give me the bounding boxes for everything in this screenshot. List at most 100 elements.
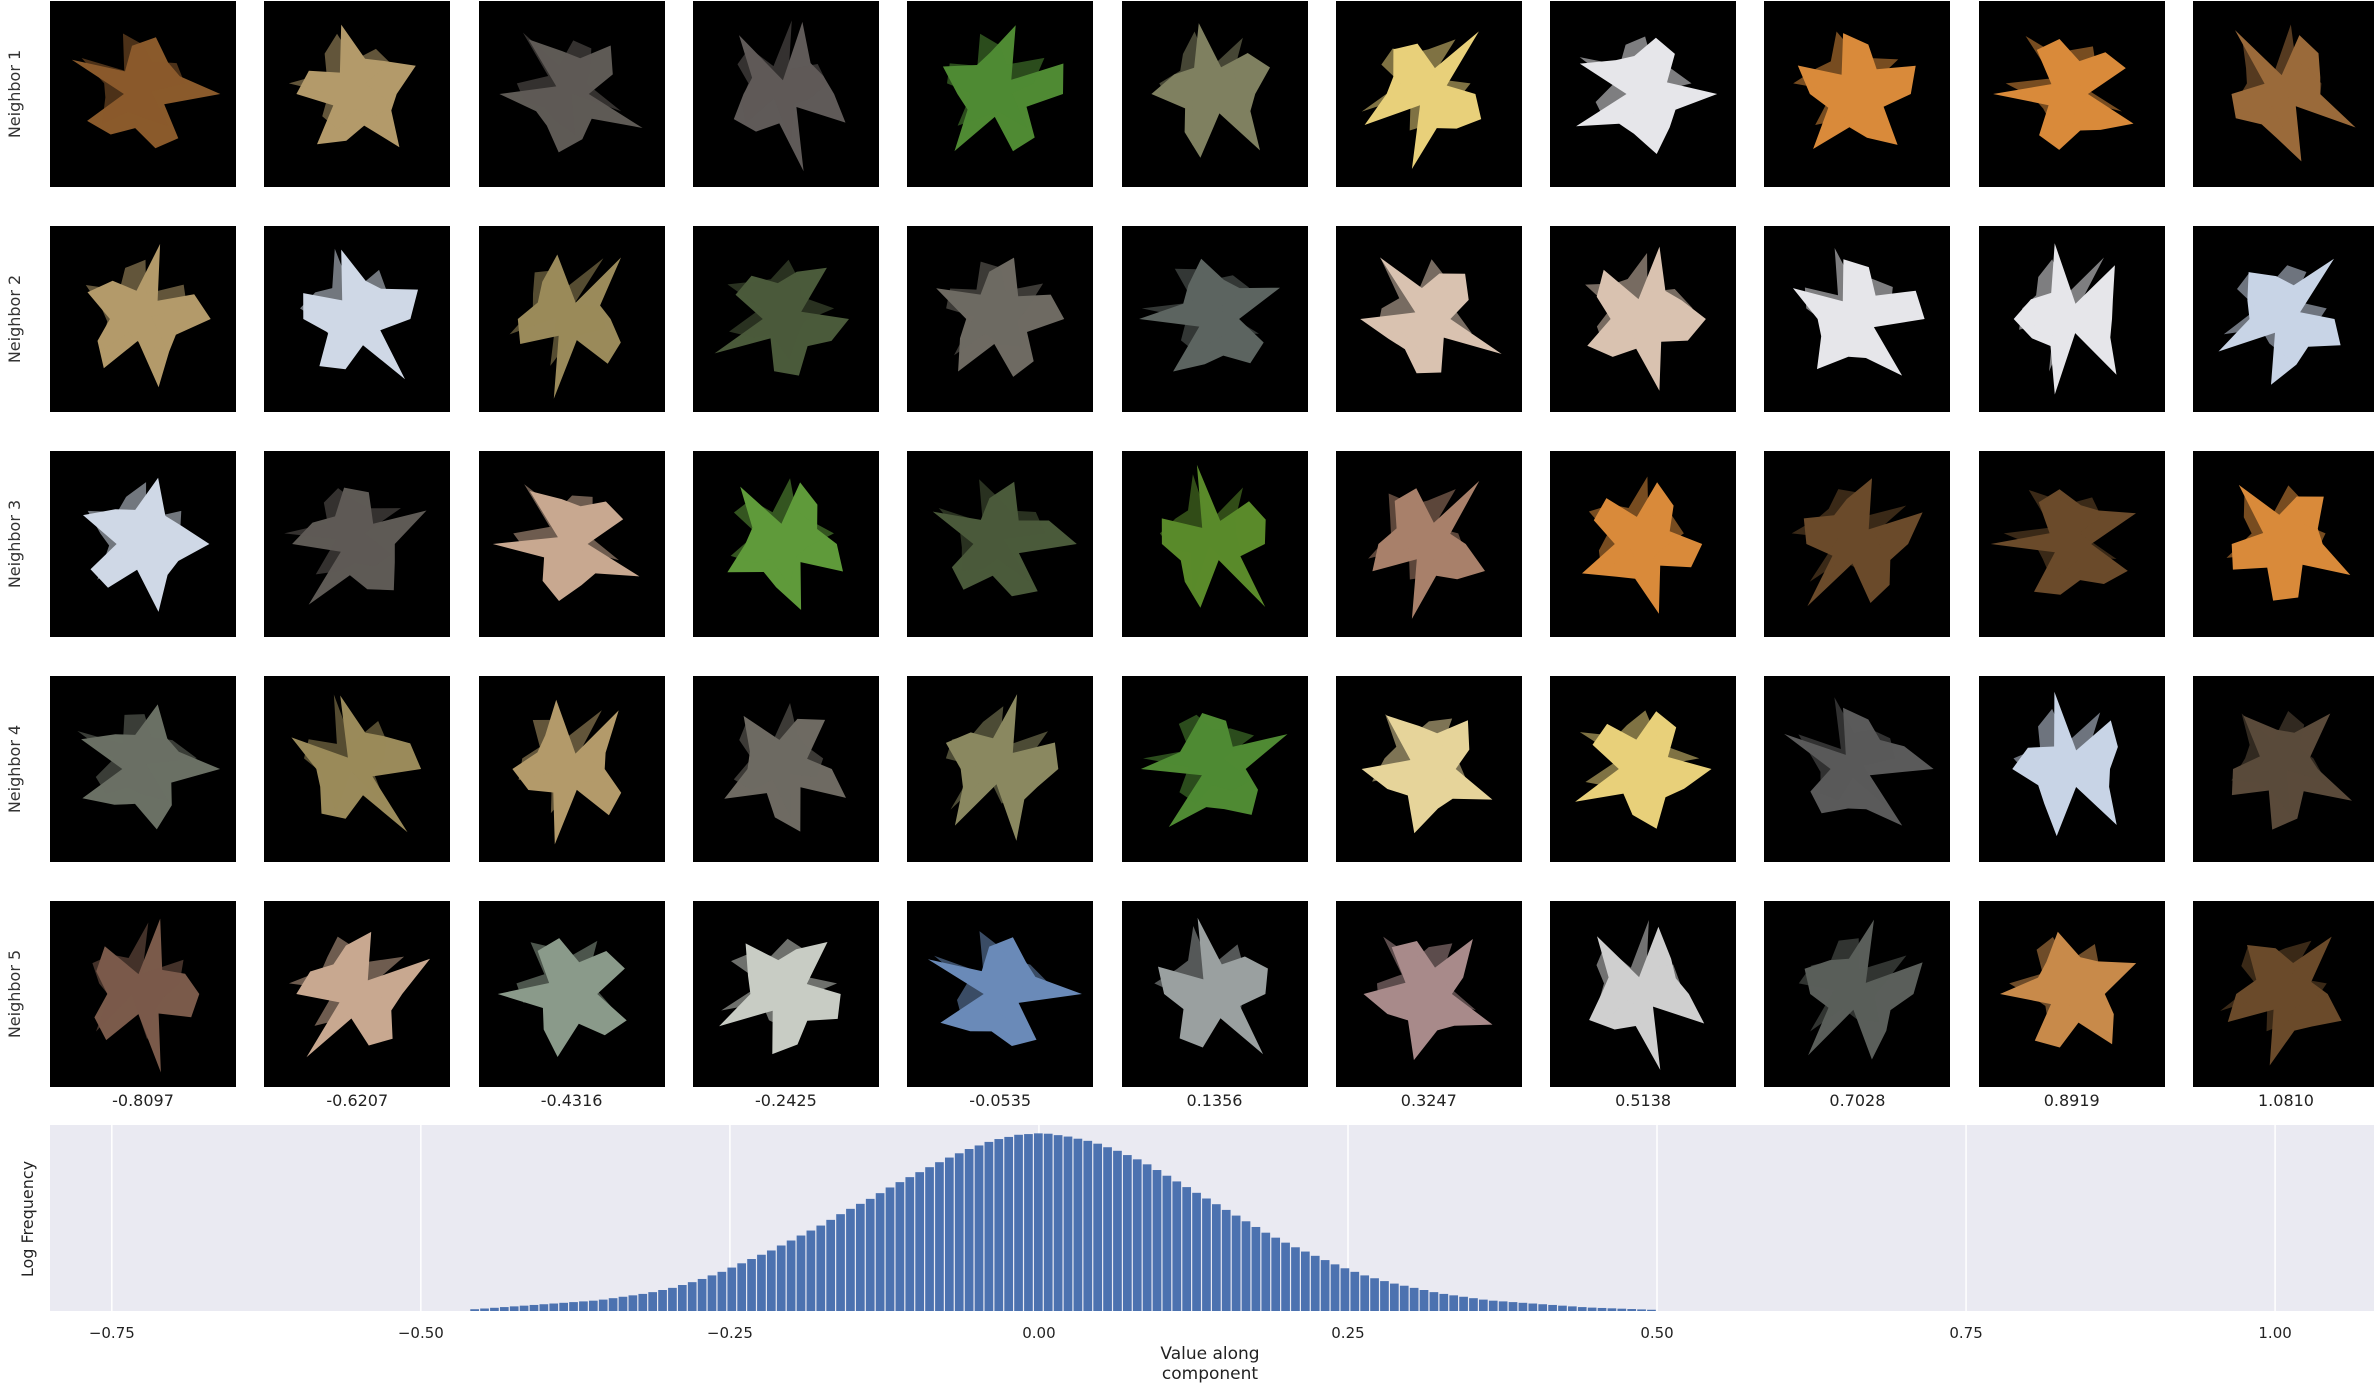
neighbor-image	[478, 226, 665, 412]
histogram-bar	[826, 1219, 835, 1311]
histogram-bar	[865, 1198, 875, 1311]
histogram-bar	[618, 1296, 628, 1311]
neighbor-image	[2193, 1, 2374, 187]
histogram-bar	[687, 1282, 697, 1311]
histogram-bar	[1587, 1307, 1597, 1311]
neighbor-image	[2193, 451, 2374, 637]
neighbor-image	[1121, 451, 1308, 637]
neighbor-image	[1978, 1, 2165, 187]
histogram-bar	[1390, 1283, 1399, 1311]
x-tick-label: −0.25	[706, 1324, 753, 1342]
histogram-bar	[1409, 1287, 1419, 1311]
neighbor-image	[1121, 1, 1308, 187]
neighbor-image	[2193, 676, 2374, 862]
histogram-bar	[1498, 1301, 1508, 1311]
histogram-bar	[1261, 1232, 1271, 1311]
neighbor-image	[1335, 676, 1522, 862]
histogram-bar	[1419, 1290, 1429, 1311]
histogram-bar	[1301, 1251, 1310, 1311]
histogram-bar	[579, 1301, 588, 1311]
histogram-bar	[1607, 1308, 1617, 1311]
histogram-bar	[727, 1267, 737, 1311]
histogram-bar	[1508, 1302, 1518, 1311]
histogram-bar	[1281, 1242, 1290, 1311]
y-axis-label: Log Frequency	[18, 1160, 37, 1278]
histogram-bar	[588, 1300, 598, 1311]
column-value: 0.3247	[1400, 1091, 1457, 1110]
neighbor-image	[50, 901, 236, 1087]
histogram-bar	[1320, 1260, 1330, 1311]
histogram-bar	[529, 1304, 539, 1311]
row-label: Neighbor 3	[5, 499, 24, 589]
histogram-bar	[1577, 1307, 1587, 1311]
histogram-bar	[776, 1245, 786, 1311]
histogram-bar	[846, 1208, 855, 1311]
neighbor-image	[478, 451, 665, 637]
x-tick-label: 0.75	[1949, 1324, 1983, 1342]
histogram-bar	[1202, 1198, 1211, 1311]
histogram-bar	[1360, 1275, 1370, 1311]
histogram-bar	[1241, 1221, 1251, 1311]
neighbor-image	[264, 901, 451, 1087]
histogram-bar	[1538, 1304, 1548, 1311]
neighbor-image	[907, 451, 1094, 637]
histogram-bar	[608, 1298, 618, 1311]
x-axis-label: Value along component	[1160, 1344, 1260, 1384]
column-value: -0.4316	[540, 1091, 603, 1110]
histogram-bar	[569, 1302, 578, 1311]
histogram-bar	[1370, 1278, 1379, 1311]
histogram-bar	[944, 1157, 954, 1311]
histogram-bar	[1033, 1133, 1043, 1311]
histogram-bar	[480, 1308, 489, 1311]
histogram-bar	[1528, 1303, 1538, 1311]
column-value: 0.7028	[1829, 1091, 1886, 1110]
histogram-bar	[559, 1302, 568, 1311]
column-value: 0.8919	[2043, 1091, 2100, 1110]
histogram-bar	[1182, 1187, 1192, 1311]
histogram-bar	[1479, 1299, 1488, 1311]
histogram-bar	[806, 1230, 816, 1311]
row-label: Neighbor 2	[5, 274, 24, 364]
histogram-bar	[1330, 1264, 1340, 1311]
histogram-bar	[1152, 1170, 1162, 1311]
histogram-bar	[964, 1149, 974, 1311]
histogram-bar	[1083, 1140, 1093, 1311]
column-value: 0.5138	[1615, 1091, 1672, 1110]
histogram-bar	[737, 1263, 746, 1311]
neighbor-image	[1550, 676, 1737, 862]
histogram-bar	[1558, 1305, 1567, 1311]
histogram-bar	[905, 1177, 915, 1311]
neighbor-image	[1335, 451, 1522, 637]
histogram-bar	[1103, 1147, 1112, 1311]
histogram-panel	[50, 1125, 2374, 1311]
histogram-bar	[1380, 1281, 1389, 1311]
histogram-bar	[1518, 1302, 1528, 1311]
neighbor-image	[692, 226, 879, 412]
neighbor-image	[50, 226, 236, 412]
neighbor-image	[1335, 901, 1522, 1087]
histogram-bar	[954, 1153, 964, 1311]
neighbor-image	[1978, 451, 2165, 637]
histogram-bar	[707, 1275, 717, 1311]
neighbor-image	[1978, 226, 2165, 412]
x-tick-label: 1.00	[2258, 1324, 2292, 1342]
histogram-bar	[1291, 1247, 1300, 1311]
histogram-bar	[1271, 1237, 1281, 1311]
histogram-bar	[1617, 1308, 1627, 1311]
histogram-bar	[786, 1240, 796, 1311]
neighbor-image	[907, 901, 1094, 1087]
histogram-bar	[1429, 1292, 1439, 1311]
column-value: -0.2425	[755, 1091, 817, 1110]
neighbor-image	[692, 451, 879, 637]
x-tick-label: 0.00	[1022, 1324, 1056, 1342]
neighbor-image	[907, 1, 1094, 187]
histogram-bar	[1439, 1293, 1449, 1311]
neighbor-image	[50, 1, 236, 187]
neighbor-image	[2193, 901, 2374, 1087]
histogram-bar	[1488, 1300, 1498, 1311]
histogram-bar	[1459, 1296, 1468, 1311]
histogram-bar	[1449, 1295, 1459, 1311]
neighbor-image	[478, 1, 665, 187]
histogram-bar	[895, 1182, 905, 1311]
